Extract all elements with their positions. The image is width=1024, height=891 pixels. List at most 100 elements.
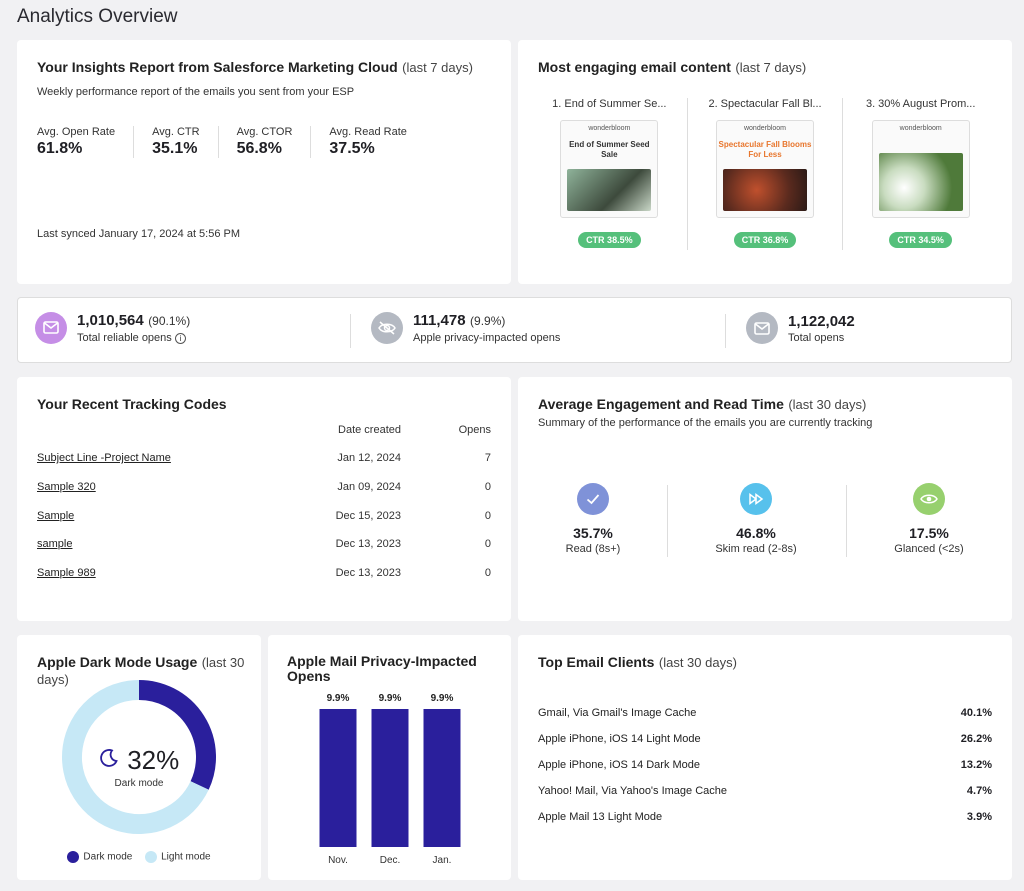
tracking-codes-card: Your Recent Tracking Codes Date created … (17, 377, 511, 621)
bar-tick-label: Nov. (328, 855, 348, 866)
preview-image (723, 169, 807, 211)
client-name: Apple Mail 13 Light Mode (538, 811, 663, 823)
skim-pct: 46.8% (736, 525, 776, 541)
tracking-code-link[interactable]: Sample 989 (37, 567, 96, 579)
donut-center: 32% Dark mode (17, 745, 261, 789)
opens-cell: 7 (484, 452, 491, 464)
apple-label: Apple privacy-impacted opens (413, 332, 561, 344)
donut-slice-light-mode (62, 680, 209, 834)
bar-value-label: 9.9% (327, 693, 350, 704)
engaging-item[interactable]: 1. End of Summer Se... wonderbloom End o… (532, 98, 688, 250)
check-icon (577, 483, 609, 515)
dark-mode-donut (62, 680, 216, 834)
bar-dec (371, 709, 409, 847)
tracking-title: Your Recent Tracking Codes (37, 396, 227, 412)
engaging-card: Most engaging email content (last 7 days… (518, 40, 1012, 284)
total-label: Total opens (788, 331, 845, 344)
engaging-title-text: Most engaging email content (538, 59, 731, 75)
client-pct: 40.1% (960, 707, 992, 719)
client-pct: 4.7% (966, 785, 992, 797)
client-pct: 3.9% (966, 811, 992, 823)
client-pct: 13.2% (960, 759, 992, 771)
dark-mode-card: Apple Dark Mode Usage (last 30 days) 32%… (17, 635, 261, 880)
apple-privacy-opens: 111,478 (9.9%) Apple privacy-impacted op… (371, 312, 560, 344)
preview-headline: Spectacular Fall Blooms For Less (718, 140, 812, 159)
metric-value: 56.8% (236, 140, 282, 157)
table-row: sample Dec 13, 2023 0 (37, 538, 491, 554)
eye-off-icon (371, 312, 403, 344)
clients-title: Top Email Clients (last 30 days) (538, 654, 737, 672)
engagement-title-text: Average Engagement and Read Time (538, 396, 784, 412)
privacy-opens-card: Apple Mail Privacy-Impacted Opens 9.9% No… (268, 635, 511, 880)
insights-title: Your Insights Report from Salesforce Mar… (37, 59, 473, 77)
metric-value: 37.5% (329, 140, 375, 157)
glanced-label: Glanced (<2s) (894, 543, 964, 555)
preview-headline: End of Summer Seed Sale (569, 140, 650, 159)
divider (725, 314, 726, 348)
moon-icon (99, 748, 119, 773)
apple-count: 111,478 (413, 312, 466, 329)
date-cell: Dec 13, 2023 (335, 538, 401, 550)
col-opens: Opens (458, 424, 491, 436)
metric-open-rate: Avg. Open Rate 61.8% (37, 126, 135, 158)
reliable-opens: 1,010,564 (90.1%) Total reliable opens i (35, 312, 190, 344)
donut-slice-dark-mode (138, 680, 216, 790)
dark-mode-period: (last 30 days) (37, 655, 245, 687)
metric-label: Avg. Read Rate (329, 126, 407, 138)
client-name: Yahoo! Mail, Via Yahoo's Image Cache (538, 785, 728, 797)
bar-value-label: 9.9% (431, 693, 454, 704)
opens-cell: 0 (484, 538, 491, 550)
table-row: Subject Line -Project Name Jan 12, 2024 … (37, 452, 491, 468)
brand-logo: wonderbloom (899, 125, 942, 132)
client-pct: 26.2% (960, 733, 992, 745)
metric-ctr: Avg. CTR 35.1% (152, 126, 219, 158)
privacy-bar-chart: 9.9% Nov. 9.9% Dec. 9.9% Jan. (319, 693, 461, 866)
engaging-item[interactable]: 2. Spectacular Fall Bl... wonderbloom Sp… (688, 98, 844, 250)
engaging-title: Most engaging email content (last 7 days… (538, 59, 806, 77)
mail-icon (746, 312, 778, 344)
ctr-badge: CTR 38.5% (578, 232, 641, 248)
info-icon[interactable]: i (174, 332, 186, 344)
engaging-item[interactable]: 3. 30% August Prom... wonderbloom CTR 34… (843, 98, 998, 250)
read-pct: 35.7% (573, 525, 613, 541)
bar-tick-label: Jan. (433, 855, 452, 866)
engagement-subtitle: Summary of the performance of the emails… (538, 417, 873, 429)
date-cell: Jan 09, 2024 (337, 481, 401, 493)
ctr-badge: CTR 34.5% (889, 232, 952, 248)
opens-cell: 0 (484, 481, 491, 493)
date-cell: Dec 13, 2023 (335, 567, 401, 579)
email-preview[interactable]: wonderbloom Spectacular Fall Blooms For … (716, 120, 814, 218)
client-name: Apple iPhone, iOS 14 Light Mode (538, 733, 701, 745)
mail-check-icon (35, 312, 67, 344)
reliable-pct: (90.1%) (148, 314, 191, 328)
email-preview[interactable]: wonderbloom (871, 120, 970, 218)
table-header: Date created Opens (37, 424, 491, 440)
eye-icon (913, 483, 945, 515)
metric-value: 35.1% (152, 140, 198, 157)
donut-legend: Dark mode Light mode (17, 851, 261, 863)
email-clients-card: Top Email Clients (last 30 days) Gmail, … (518, 635, 1012, 880)
insights-period: (last 7 days) (402, 60, 473, 75)
privacy-title: Apple Mail Privacy-Impacted Opens (287, 653, 477, 684)
preview-image (567, 169, 652, 211)
tracking-code-link[interactable]: Subject Line -Project Name (37, 452, 171, 464)
insights-card: Your Insights Report from Salesforce Mar… (17, 40, 511, 284)
tracking-code-link[interactable]: Sample (37, 510, 75, 522)
tracking-code-link[interactable]: sample (37, 538, 73, 550)
table-row: Sample 989 Dec 13, 2023 0 (37, 567, 491, 583)
ctr-badge: CTR 36.8% (733, 232, 797, 248)
dark-mode-title: Apple Dark Mode Usage (last 30 days) (37, 654, 247, 688)
email-name: 1. End of Summer Se... (552, 98, 667, 110)
read-label: Read (8s+) (565, 543, 621, 555)
engagement-title: Average Engagement and Read Time (last 3… (538, 396, 866, 414)
email-preview[interactable]: wonderbloom End of Summer Seed Sale (560, 120, 659, 218)
bar-nov (319, 709, 357, 847)
date-cell: Dec 15, 2023 (335, 510, 401, 522)
engagement-glanced: 17.5% Glanced (<2s) (854, 483, 1004, 555)
metric-label: Avg. Open Rate (37, 126, 116, 138)
tracking-code-link[interactable]: Sample 320 (37, 481, 96, 493)
engaging-period: (last 7 days) (735, 60, 807, 75)
legend-swatch-light (145, 851, 158, 863)
brand-logo: wonderbloom (743, 125, 787, 132)
total-count: 1,122,042 (788, 312, 855, 330)
